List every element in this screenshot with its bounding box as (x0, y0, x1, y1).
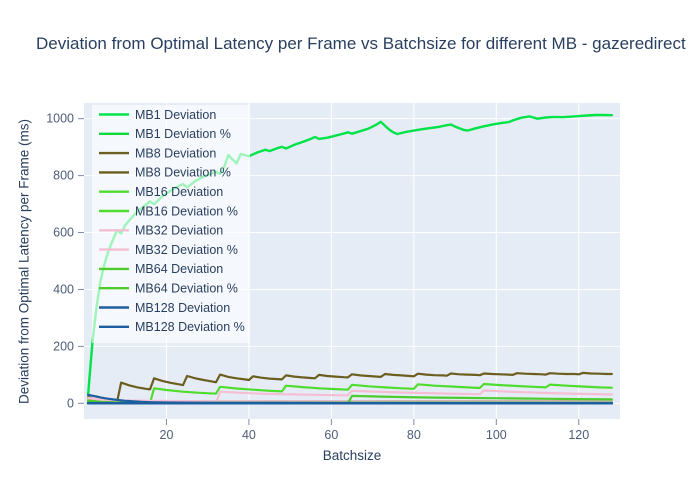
legend-item[interactable]: MB1 Deviation % (99, 127, 231, 141)
chart-title: Deviation from Optimal Latency per Frame… (36, 34, 686, 53)
legend-item[interactable]: MB16 Deviation (99, 185, 223, 199)
series-mb16-deviation (86, 382, 613, 405)
legend-item[interactable]: MB1 Deviation (99, 108, 216, 122)
legend-label: MB128 Deviation % (135, 320, 245, 334)
legend-item[interactable]: MB128 Deviation (99, 301, 230, 315)
x-tick-label: 20 (160, 428, 174, 442)
legend: MB1 Deviation MB1 Deviation % MB8 Deviatio… (92, 105, 250, 343)
y-tick-label: 800 (53, 169, 74, 183)
y-tick-label: 1000 (46, 112, 74, 126)
y-tick-label: 400 (53, 282, 74, 296)
legend-item[interactable]: MB128 Deviation % (99, 320, 245, 334)
legend-label: MB32 Deviation % (135, 243, 238, 257)
legend-item[interactable]: MB16 Deviation % (99, 204, 238, 218)
x-tick-label: 40 (242, 428, 256, 442)
x-axis-title: Batchsize (322, 448, 382, 463)
legend-item[interactable]: MB64 Deviation (99, 262, 223, 276)
legend-item[interactable]: MB32 Deviation % (99, 243, 238, 257)
legend-label: MB8 Deviation % (135, 166, 231, 180)
legend-label: MB16 Deviation % (135, 204, 238, 218)
series-mb8-deviation (86, 371, 613, 404)
x-tick-label: 100 (486, 428, 507, 442)
legend-label: MB16 Deviation (135, 185, 223, 199)
legend-label: MB1 Deviation % (135, 127, 231, 141)
legend-item[interactable]: MB32 Deviation (99, 224, 223, 238)
y-tick-label: 200 (53, 339, 74, 353)
series-mb32-deviation- (87, 396, 613, 403)
y-tick-label: 600 (53, 226, 74, 240)
legend-item[interactable]: MB64 Deviation % (99, 282, 238, 296)
legend-label: MB32 Deviation (135, 224, 223, 238)
legend-item[interactable]: MB8 Deviation (99, 146, 216, 160)
x-tick-label: 80 (407, 428, 421, 442)
legend-label: MB8 Deviation (135, 146, 216, 160)
x-tick-label: 60 (324, 428, 338, 442)
y-tick-label: 0 (67, 396, 74, 410)
legend-label: MB64 Deviation % (135, 282, 238, 296)
legend-label: MB64 Deviation (135, 262, 223, 276)
legend-label: MB1 Deviation (135, 108, 216, 122)
x-tick-label: 120 (568, 428, 589, 442)
legend-background (92, 105, 250, 343)
legend-item[interactable]: MB8 Deviation % (99, 166, 231, 180)
axis-ticks: 0 200 400 600 800 1000 20 40 60 80 100 120 (46, 112, 589, 442)
legend-label: MB128 Deviation (135, 301, 230, 315)
